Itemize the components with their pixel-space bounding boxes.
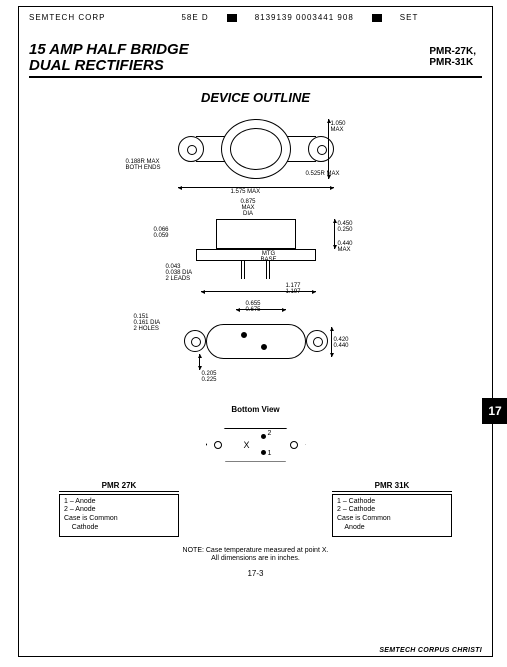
- dim-450-250: 0.450 0.250: [338, 221, 353, 234]
- doc-code-3: SET: [400, 13, 419, 22]
- document-title: 15 AMP HALF BRIDGE DUAL RECTIFIERS: [29, 42, 429, 74]
- pin-1-label: 1: [268, 450, 272, 457]
- top-header-line: SEMTECH CORP 58E D 8139139 0003441 908 S…: [29, 13, 482, 22]
- dim-440max: 0.440 MAX: [338, 241, 353, 254]
- title-header: 15 AMP HALF BRIDGE DUAL RECTIFIERS PMR-2…: [29, 42, 482, 78]
- table-body: 1 – Cathode 2 – Cathode Case is Common A…: [332, 494, 452, 537]
- dim-arrow: [334, 219, 335, 249]
- dim-420-440: 0.420 0.440: [334, 337, 349, 350]
- dim-525r: 0.525R MAX: [306, 171, 340, 177]
- section-title: DEVICE OUTLINE: [29, 90, 482, 105]
- company-name: SEMTECH CORP: [29, 13, 105, 22]
- dim-1575: 1.575 MAX: [231, 189, 261, 195]
- table-header: PMR 27K: [59, 481, 179, 492]
- doc-code-2: 8139139 0003441 908: [255, 13, 354, 22]
- dim-arrow: [236, 309, 286, 310]
- dim-arrow: [199, 354, 200, 370]
- device-outline-diagram: 1.050 MAX 0.188R MAX BOTH ENDS 0.525R MA…: [106, 109, 406, 399]
- label-mtg-base: MTG BASE: [261, 251, 277, 264]
- dim-205-225: 0.205 0.225: [202, 371, 217, 384]
- page-number: 17-3: [29, 569, 482, 578]
- pinout-tables: PMR 27K 1 – Anode 2 – Anode Case is Comm…: [29, 481, 482, 537]
- dim-arrow: [331, 327, 332, 357]
- dim-151-161: 0.151 0.161 DIA 2 HOLES: [134, 314, 161, 333]
- base-plan-view: [186, 314, 326, 369]
- footer-brand: SEMTECH CORPUS CHRISTI: [379, 647, 482, 654]
- dim-1050: 1.050 MAX: [331, 121, 346, 134]
- black-block-icon: [227, 14, 237, 22]
- side-elevation-view: [196, 219, 316, 279]
- dim-655-675: 0.655 0.675: [246, 301, 261, 314]
- top-flange-view: [186, 119, 326, 179]
- dim-043-038: 0.043 0.038 DIA 2 LEADS: [166, 264, 193, 283]
- dim-1177-1197: 1.177 1.197: [286, 283, 301, 296]
- bottom-view-title: Bottom View: [29, 405, 482, 414]
- point-x-label: X: [244, 440, 250, 450]
- part-number-2: PMR-31K: [429, 57, 476, 68]
- bottom-view-diagram: X 2 1: [206, 418, 306, 473]
- doc-code-1: 58E D: [181, 13, 208, 22]
- dim-arrow: [178, 187, 334, 188]
- dim-188r: 0.188R MAX BOTH ENDS: [126, 159, 161, 172]
- footnote: NOTE: Case temperature measured at point…: [29, 547, 482, 564]
- dim-875: 0.875 MAX DIA: [241, 199, 256, 218]
- page-frame: SEMTECH CORP 58E D 8139139 0003441 908 S…: [18, 6, 493, 657]
- dim-arrow: [328, 119, 329, 179]
- chapter-tab: 17: [482, 398, 507, 424]
- title-line-2: DUAL RECTIFIERS: [29, 58, 429, 74]
- table-body: 1 – Anode 2 – Anode Case is Common Catho…: [59, 494, 179, 537]
- note-line-1: NOTE: Case temperature measured at point…: [29, 547, 482, 555]
- black-block-icon: [372, 14, 382, 22]
- table-pmr31k: PMR 31K 1 – Cathode 2 – Cathode Case is …: [332, 481, 452, 537]
- part-number-1: PMR-27K,: [429, 46, 476, 57]
- dim-066-059: 0.066 0.059: [154, 227, 169, 240]
- part-numbers: PMR-27K, PMR-31K: [429, 42, 482, 68]
- note-line-2: All dimensions are in inches.: [29, 555, 482, 563]
- title-line-1: 15 AMP HALF BRIDGE: [29, 42, 429, 58]
- table-pmr27k: PMR 27K 1 – Anode 2 – Anode Case is Comm…: [59, 481, 179, 537]
- pin-2-label: 2: [268, 430, 272, 437]
- table-header: PMR 31K: [332, 481, 452, 492]
